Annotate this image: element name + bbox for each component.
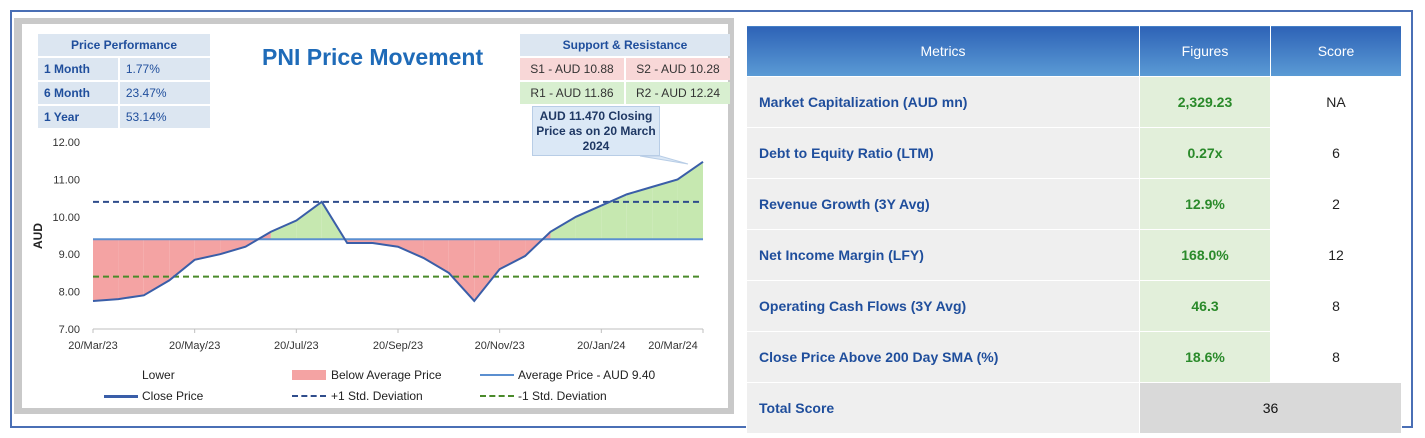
x-tick-label: 20/Mar/23 <box>68 340 118 352</box>
metric-name: Net Income Margin (LFY) <box>746 229 1140 281</box>
total-score-value: 36 <box>1139 382 1402 434</box>
metric-name: Close Price Above 200 Day SMA (%) <box>746 331 1140 383</box>
y-tick-label: 8.00 <box>59 287 80 299</box>
metric-name: Market Capitalization (AUD mn) <box>746 76 1140 128</box>
legend-lower: Lower <box>142 368 175 382</box>
above-average-area <box>626 186 653 240</box>
perf-value: 1.77% <box>119 58 210 80</box>
x-tick-label: 20/May/23 <box>169 340 220 352</box>
y-tick-label: 11.00 <box>53 174 80 186</box>
metric-name: Revenue Growth (3Y Avg) <box>746 178 1140 230</box>
callout-line: Price as on 20 March <box>536 124 656 138</box>
legend-avg-swatch <box>480 374 514 376</box>
legend-below-swatch <box>292 370 326 380</box>
callout-line: AUD 11.470 Closing <box>539 109 653 123</box>
above-average-area <box>677 161 703 240</box>
above-average-area <box>270 220 297 240</box>
support-s2: S2 - AUD 10.28 <box>626 58 730 80</box>
reference-lines <box>93 200 703 278</box>
x-tick-label: 20/Jul/23 <box>274 340 319 352</box>
figures-header: Figures <box>1139 25 1271 77</box>
callout-pointer <box>639 155 689 165</box>
perf-label: 1 Year <box>38 106 118 128</box>
x-tick-label: 20/Mar/24 <box>648 340 698 352</box>
metric-figure: 46.3 <box>1139 280 1271 332</box>
support-s1: S1 - AUD 10.88 <box>520 58 624 80</box>
below-average-area <box>143 239 170 296</box>
above-average-area <box>550 216 576 240</box>
close-price-line <box>92 160 704 303</box>
below-average-area <box>474 239 500 301</box>
metric-score: 2 <box>1270 178 1402 230</box>
score-header: Score <box>1270 25 1402 77</box>
metrics-table: Metrics Figures Score Market Capitalizat… <box>746 25 1402 434</box>
price-performance-table: Price Performance 1 Month 1.77% 6 Month … <box>36 32 212 130</box>
metric-score: 8 <box>1270 280 1402 332</box>
y-tick-label: 10.00 <box>52 212 80 224</box>
metric-score: 12 <box>1270 229 1402 281</box>
below-average-area <box>398 239 424 258</box>
y-axis: 7.00 8.00 9.00 10.00 11.00 12.00 <box>52 137 80 336</box>
support-resistance-table: Support & Resistance S1 - AUD 10.88 S2 -… <box>518 32 732 106</box>
below-average-area <box>423 239 449 273</box>
y-tick-label: 7.00 <box>59 324 80 336</box>
below-average-area <box>169 239 195 281</box>
resistance-r1: R1 - AUD 11.86 <box>520 82 624 104</box>
metric-name: Debt to Equity Ratio (LTM) <box>746 127 1140 179</box>
price-area <box>93 161 703 301</box>
closing-price-callout: AUD 11.470 Closing Price as on 20 March … <box>532 106 660 156</box>
perf-value: 23.47% <box>119 82 210 104</box>
y-tick-label: 9.00 <box>59 249 80 261</box>
chart-title: PNI Price Movement <box>262 44 484 70</box>
y-tick-label: 12.00 <box>52 137 80 149</box>
callout-line: 2024 <box>582 139 610 153</box>
legend-close: Close Price <box>142 389 204 403</box>
metric-figure: 0.27x <box>1139 127 1271 179</box>
x-tick-label: 20/Nov/23 <box>475 340 525 352</box>
above-average-area <box>601 194 627 240</box>
total-score-label: Total Score <box>746 382 1140 434</box>
legend-plus-sd-swatch <box>292 395 326 397</box>
below-average-area <box>93 239 119 301</box>
metric-figure: 12.9% <box>1139 178 1271 230</box>
perf-label: 1 Month <box>38 58 118 80</box>
legend-close-swatch <box>104 395 138 398</box>
legend-minus-sd-swatch <box>480 395 514 397</box>
perf-value: 53.14% <box>119 106 210 128</box>
x-tick-label: 20/Sep/23 <box>373 340 423 352</box>
resistance-r2: R2 - AUD 12.24 <box>626 82 730 104</box>
price-performance-header: Price Performance <box>38 34 210 56</box>
legend-below-avg: Below Average Price <box>331 368 442 382</box>
below-average-area <box>448 239 475 301</box>
metrics-header: Metrics <box>746 25 1140 77</box>
perf-label: 6 Month <box>38 82 118 104</box>
metric-score: 8 <box>1270 331 1402 383</box>
above-average-area <box>296 201 322 240</box>
metric-score: 6 <box>1270 127 1402 179</box>
above-average-area <box>652 179 678 240</box>
below-average-area <box>118 239 144 300</box>
metric-figure: 2,329.23 <box>1139 76 1271 128</box>
metric-score: NA <box>1270 76 1402 128</box>
metric-name: Operating Cash Flows (3Y Avg) <box>746 280 1140 332</box>
y-axis-label: AUD <box>31 223 45 249</box>
x-axis: 20/Mar/23 20/May/23 20/Jul/23 20/Sep/23 20/N… <box>68 328 704 352</box>
legend-avg: Average Price - AUD 9.40 <box>518 368 656 382</box>
legend-plus-sd: +1 Std. Deviation <box>331 389 423 403</box>
x-tick-label: 20/Jan/24 <box>577 340 625 352</box>
metric-figure: 18.6% <box>1139 331 1271 383</box>
metric-figure: 168.0% <box>1139 229 1271 281</box>
below-average-area <box>499 239 526 270</box>
support-resistance-header: Support & Resistance <box>520 34 730 56</box>
below-average-area <box>220 239 246 255</box>
legend-minus-sd: -1 Std. Deviation <box>518 389 607 403</box>
